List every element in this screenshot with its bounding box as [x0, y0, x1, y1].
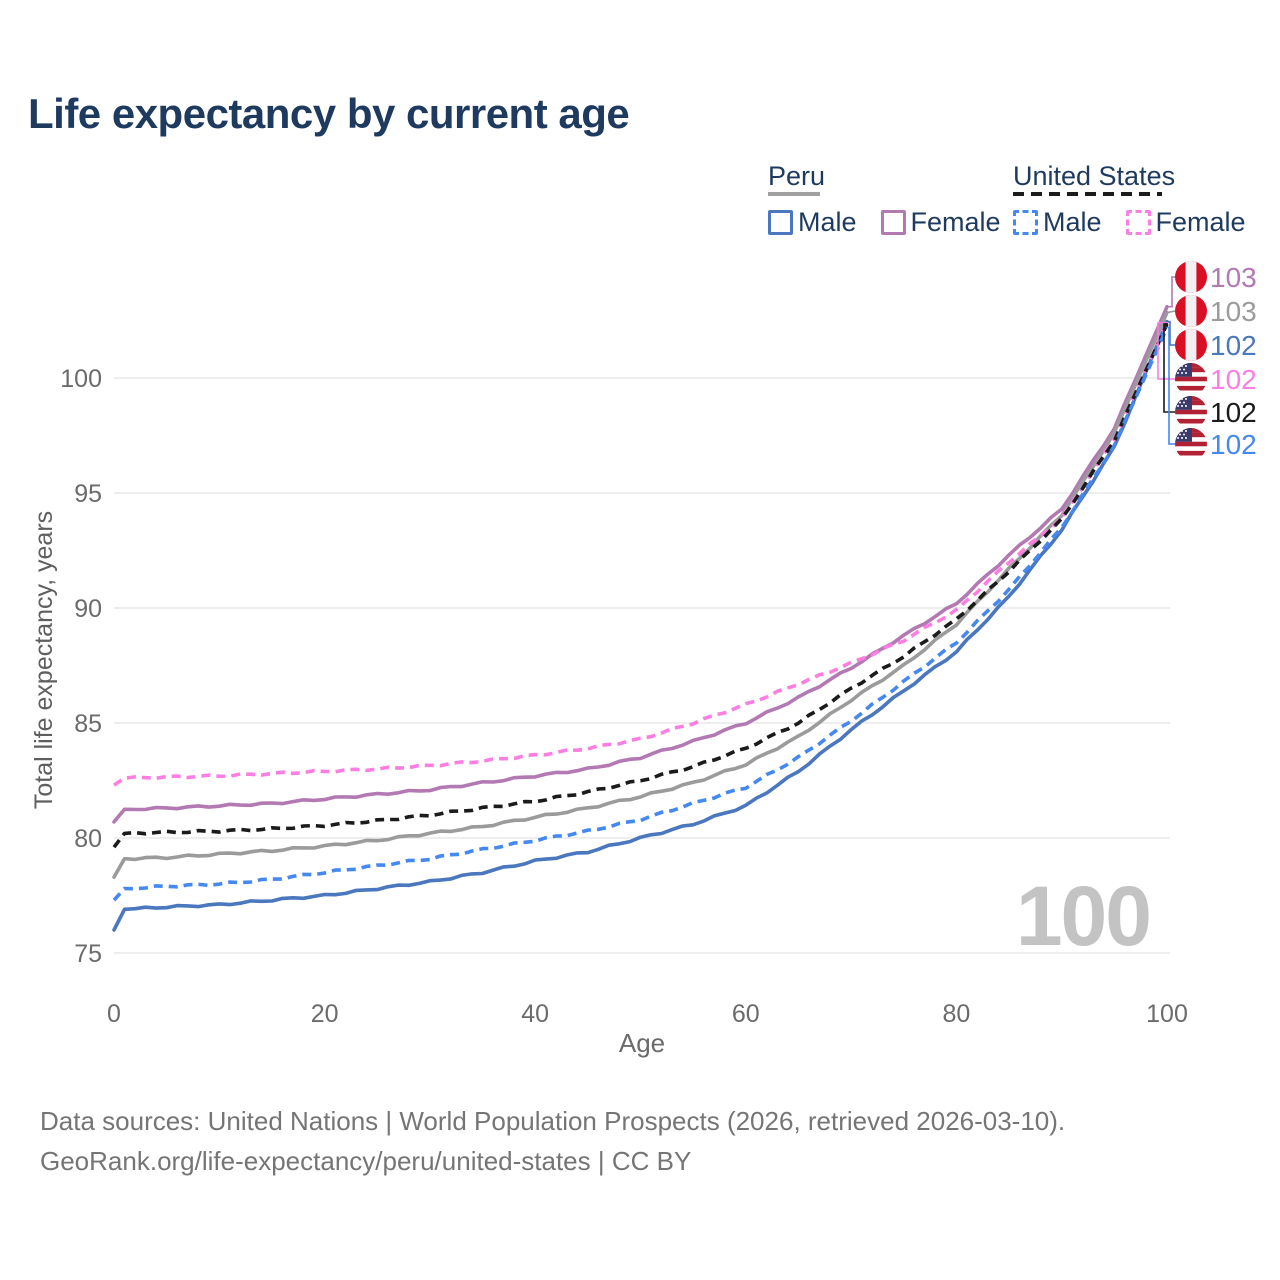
- us-flag-icon: [1175, 363, 1207, 395]
- series-line-us_total: [112, 323, 1169, 849]
- x-tick-label: 40: [521, 1000, 549, 1028]
- us-female-swatch: [1125, 210, 1151, 235]
- legend-peru: Peru Male Female: [768, 162, 1001, 238]
- end-value-peru_total: 103: [1210, 296, 1257, 327]
- us-flag-icon: [1175, 428, 1207, 460]
- leader-line-peru_male: [1168, 320, 1175, 346]
- end-value-us_total: 102: [1210, 397, 1257, 428]
- x-tick-label: 100: [1146, 1000, 1188, 1028]
- leader-line-peru_female: [1168, 276, 1175, 308]
- peru-flag-icon: [1175, 329, 1207, 361]
- us-female-label: Female: [1155, 207, 1246, 237]
- peru-female-swatch: [880, 210, 906, 235]
- end-value-peru_male: 102: [1210, 330, 1257, 361]
- page-title: Life expectancy by current age: [28, 90, 630, 137]
- peru-flag-icon: [1175, 295, 1207, 327]
- y-tick-label: 80: [74, 825, 102, 853]
- peru-male-swatch: [768, 210, 793, 235]
- age-watermark: 100: [1016, 869, 1152, 963]
- leader-line-us_female: [1157, 322, 1175, 380]
- peru-male-label: Male: [798, 207, 857, 237]
- y-tick-label: 95: [74, 480, 102, 508]
- y-tick-label: 90: [74, 595, 102, 623]
- series-line-peru_male: [112, 319, 1169, 932]
- peru-flag-icon: [1175, 261, 1207, 293]
- y-tick-label: 75: [74, 940, 102, 968]
- legend-peru-label: Peru: [768, 161, 826, 191]
- x-axis-title: Age: [619, 1028, 665, 1058]
- us-flag-icon: [1175, 396, 1207, 428]
- peru-solid-line-swatch: [768, 192, 820, 196]
- end-value-peru_female: 103: [1210, 262, 1257, 293]
- gridlines: [114, 377, 1170, 954]
- us-dashed-line-swatch: [1013, 192, 1162, 196]
- x-tick-label: 0: [107, 1000, 121, 1028]
- attribution-link: GeoRank.org/life-expectancy/peru/united-…: [40, 1146, 692, 1176]
- y-tick-label: 85: [74, 710, 102, 738]
- end-value-us_male: 102: [1210, 429, 1257, 460]
- legend-us-label: United States: [1013, 161, 1176, 191]
- us-male-swatch: [1013, 210, 1038, 235]
- legend-united-states: United States Male Female: [1013, 162, 1246, 238]
- y-tick-label: 100: [60, 365, 102, 393]
- end-value-us_female: 102: [1210, 364, 1257, 395]
- series-line-peru_female: [112, 304, 1169, 824]
- leader-line-us_male: [1168, 326, 1175, 445]
- series-line-us_female: [113, 322, 1169, 787]
- series-line-us_male: [112, 326, 1169, 902]
- axis-labels: 75 80 85 90 95 100 0 20 40 60 80 100 Age Total life e…: [30, 365, 1188, 1058]
- leader-line-peru_total: [1167, 310, 1176, 314]
- x-tick-label: 60: [732, 1000, 760, 1028]
- data-source-note: Data sources: United Nations | World Pop…: [40, 1106, 1066, 1136]
- us-male-label: Male: [1043, 207, 1102, 237]
- watermark-age-counter: 100: [1016, 869, 1150, 963]
- y-axis-title: Total life expectancy, years: [30, 511, 58, 809]
- data-series-lines: [112, 304, 1169, 932]
- x-tick-label: 80: [942, 1000, 970, 1028]
- peru-female-label: Female: [910, 207, 1001, 237]
- x-tick-label: 20: [311, 1000, 339, 1028]
